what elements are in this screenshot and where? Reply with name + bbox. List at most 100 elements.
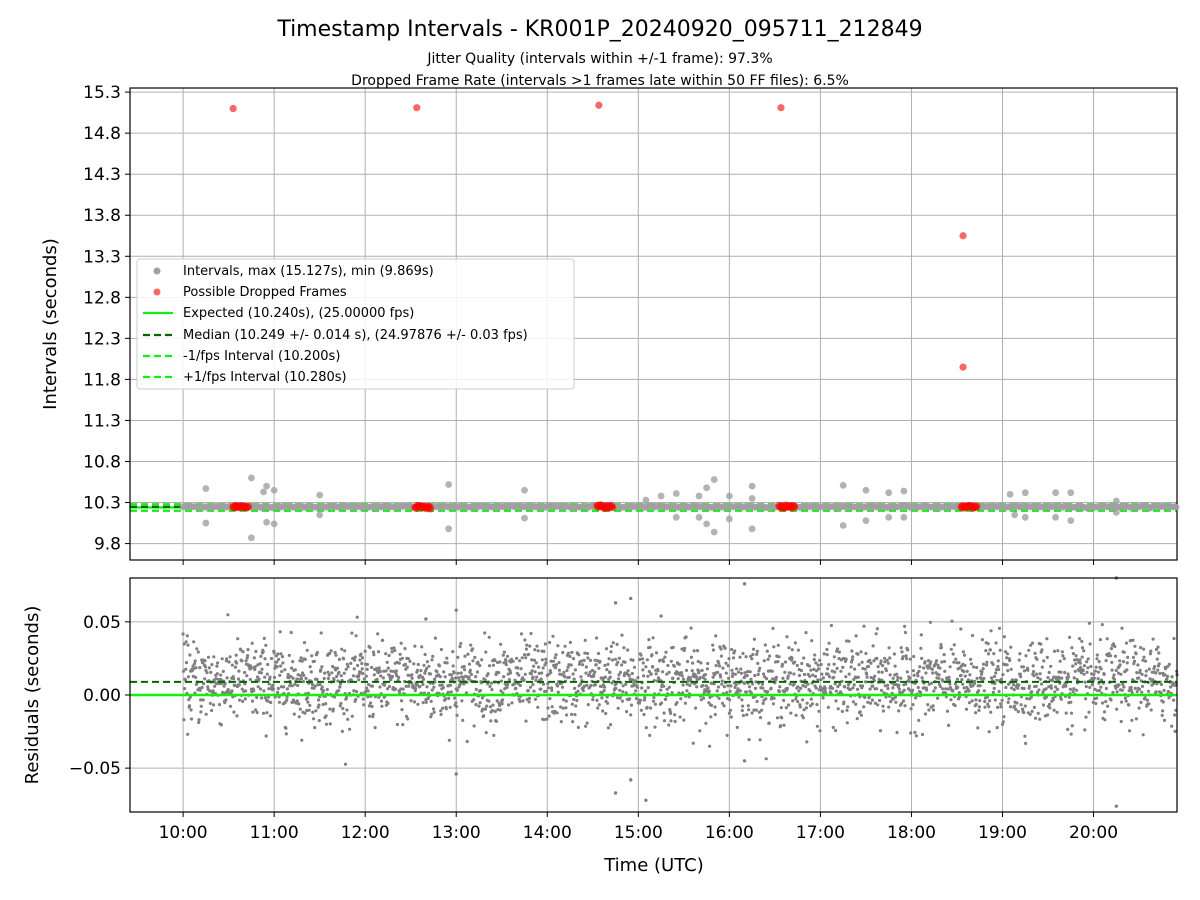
residual-point	[265, 711, 269, 715]
residual-point	[1052, 675, 1056, 679]
residual-point	[227, 660, 231, 664]
interval-point	[862, 486, 870, 494]
interval-point	[316, 511, 324, 519]
residual-point	[1045, 655, 1049, 660]
residual-point	[836, 685, 840, 689]
residual-point	[801, 684, 805, 688]
residual-point	[899, 676, 903, 680]
residual-point	[363, 649, 367, 653]
residual-point	[819, 662, 823, 667]
residual-point	[225, 676, 229, 680]
residual-point	[808, 689, 812, 693]
residual-point	[1119, 672, 1123, 676]
residual-point	[794, 713, 798, 717]
residual-point	[241, 650, 245, 654]
residual-point	[302, 673, 306, 678]
residual-point	[1040, 682, 1044, 686]
residual-point	[523, 638, 527, 642]
residual-point	[696, 659, 700, 664]
residual-point	[420, 645, 424, 649]
residual-point	[1078, 661, 1082, 665]
residual-point	[903, 624, 907, 628]
residual-point	[1006, 669, 1010, 673]
residual-point	[753, 673, 757, 678]
residual-point	[1051, 679, 1055, 683]
residual-point	[565, 668, 569, 673]
residual-point	[1068, 687, 1072, 691]
interval-point	[521, 486, 528, 494]
residual-point	[239, 648, 243, 652]
residual-point	[1112, 677, 1116, 681]
residual-point	[490, 688, 494, 692]
residual-point	[571, 672, 575, 676]
residual-point	[518, 699, 522, 704]
residual-point	[1035, 672, 1039, 676]
residual-point	[290, 666, 294, 670]
residual-point	[816, 667, 821, 671]
residual-point	[1049, 664, 1053, 668]
residual-point	[988, 699, 992, 703]
residual-point	[240, 659, 244, 663]
residual-point	[645, 658, 650, 662]
residual-point	[841, 665, 845, 670]
residual-point	[911, 669, 916, 673]
residual-point	[975, 676, 979, 680]
residual-point	[568, 640, 573, 645]
residual-point	[510, 701, 514, 705]
residual-point	[1109, 654, 1113, 658]
residual-point	[504, 663, 508, 667]
residual-point	[472, 724, 476, 728]
residual-point	[911, 688, 915, 692]
residual-point	[969, 657, 973, 662]
residual-point	[741, 704, 745, 708]
residual-point	[1120, 626, 1124, 630]
residual-point	[997, 689, 1001, 694]
residual-point	[362, 677, 366, 681]
residual-point	[928, 620, 933, 624]
residual-point	[849, 665, 853, 669]
residual-point	[673, 719, 677, 724]
residual-point	[249, 664, 253, 668]
residual-point	[942, 653, 946, 657]
residual-point	[817, 709, 821, 713]
residual-point	[975, 665, 979, 670]
interval-point	[839, 522, 847, 529]
residual-point	[312, 717, 316, 721]
residual-point	[1024, 741, 1028, 746]
residual-point	[401, 723, 405, 727]
residual-point	[838, 682, 842, 687]
residual-point	[647, 669, 651, 674]
residual-point	[455, 704, 459, 709]
residual-point	[252, 689, 256, 693]
residual-point	[181, 669, 186, 673]
residual-point	[953, 682, 958, 686]
residual-point	[304, 676, 308, 681]
residual-point	[815, 724, 820, 728]
residual-point	[183, 678, 187, 682]
residual-point	[1035, 657, 1039, 661]
residual-point	[532, 689, 536, 693]
residual-point	[533, 697, 538, 701]
residual-point	[541, 666, 545, 670]
interval-point	[260, 488, 267, 496]
residual-point	[1118, 659, 1122, 663]
residual-point	[1110, 660, 1114, 665]
residual-point	[514, 686, 518, 690]
dropped-frame-point	[972, 502, 981, 511]
residual-point	[647, 638, 651, 642]
residual-point	[857, 663, 861, 667]
residual-point	[659, 701, 664, 705]
residual-point	[637, 701, 642, 705]
residual-point	[1163, 673, 1167, 677]
residual-point	[481, 707, 485, 711]
residual-point	[557, 668, 562, 672]
residual-point	[1044, 687, 1048, 691]
residual-point	[316, 698, 321, 702]
residual-point	[799, 686, 803, 691]
interval-point	[263, 518, 270, 526]
residual-point	[865, 672, 869, 676]
residual-point	[284, 732, 288, 736]
residual-point	[330, 671, 334, 675]
residual-point	[862, 624, 866, 628]
residual-point	[1094, 665, 1098, 669]
